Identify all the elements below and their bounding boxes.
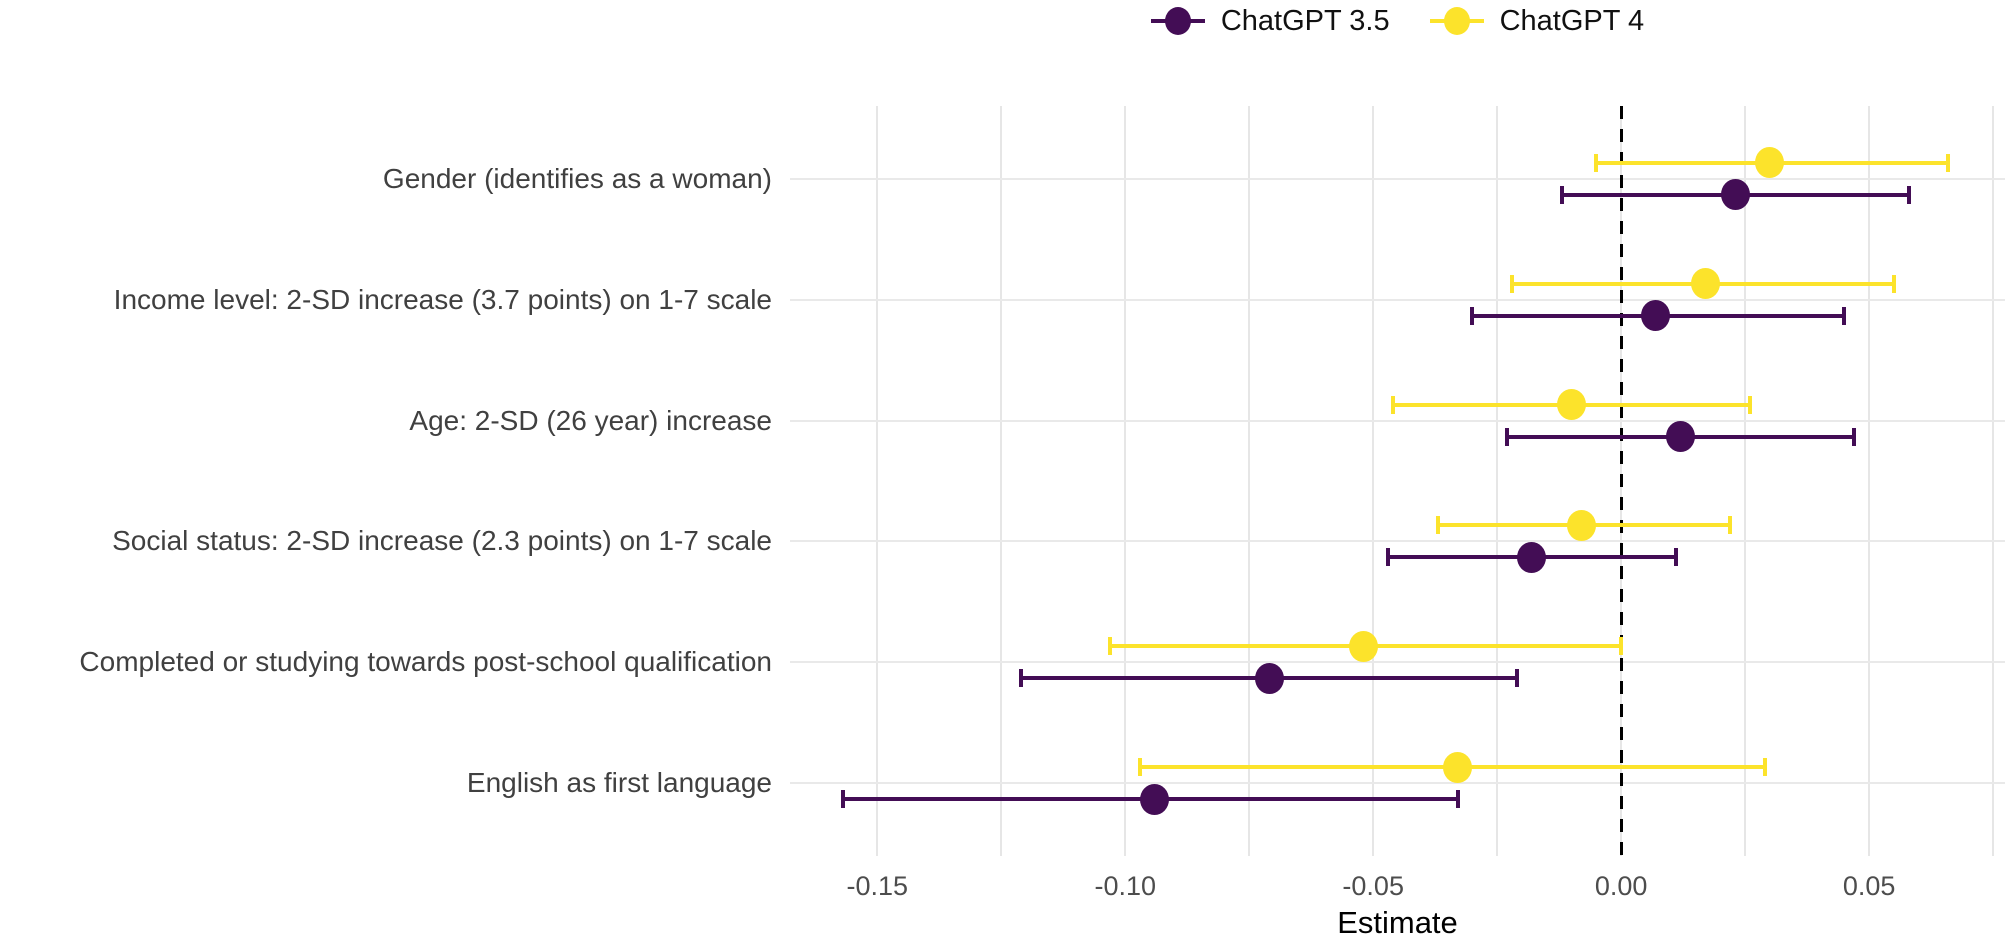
confidence-interval-cap [1728, 516, 1733, 535]
vertical-gridline [1496, 106, 1499, 856]
confidence-interval-cap [1748, 395, 1753, 414]
confidence-interval-cap [1619, 637, 1624, 656]
x-tick-label: 0.05 [1842, 871, 1896, 901]
legend-key-dot [1443, 7, 1470, 35]
horizontal-gridline [790, 782, 2005, 785]
category-label: Social status: 2-SD increase (2.3 points… [112, 525, 772, 557]
legend-label: ChatGPT 4 [1499, 4, 1645, 37]
horizontal-gridline [790, 419, 2005, 422]
legend-item-chatgpt-4: ChatGPT 4 [1429, 4, 1645, 38]
category-label: Completed or studying towards post-schoo… [79, 646, 772, 678]
vertical-gridline [1124, 106, 1127, 856]
confidence-interval-cap [1559, 185, 1564, 204]
point-estimate-marker [1641, 300, 1671, 332]
legend-label: ChatGPT 3.5 [1220, 4, 1390, 37]
zero-reference-line [1619, 106, 1623, 862]
x-tick-label: -0.15 [846, 871, 909, 901]
vertical-gridline [1372, 106, 1375, 856]
horizontal-gridline [790, 540, 2005, 543]
confidence-interval-cap [1455, 790, 1460, 809]
confidence-interval-cap [1673, 548, 1678, 567]
confidence-interval-cap [1852, 427, 1857, 446]
category-label: English as first language [466, 767, 772, 799]
legend-item-chatgpt-3-5: ChatGPT 3.5 [1150, 4, 1390, 38]
confidence-interval-cap [1594, 153, 1599, 172]
x-axis-title: Estimate [1337, 905, 1458, 940]
point-estimate-marker [1755, 147, 1785, 179]
point-estimate-marker [1517, 541, 1547, 573]
x-tick-label: -0.05 [1342, 871, 1404, 901]
x-tick-label: -0.10 [1094, 871, 1157, 901]
horizontal-gridline [790, 661, 2005, 664]
vertical-gridline [1868, 106, 1871, 856]
confidence-interval-cap [1515, 669, 1520, 688]
legend: ChatGPT 3.5 ChatGPT 4 [790, 0, 2005, 42]
category-label: Gender (identifies as a woman) [382, 162, 772, 194]
horizontal-gridline [790, 177, 2005, 180]
horizontal-gridline [790, 298, 2005, 301]
confidence-interval-cap [1108, 637, 1113, 656]
confidence-interval-cap [1510, 274, 1515, 293]
confidence-interval-cap [1842, 306, 1847, 325]
category-label: Age: 2-SD (26 year) increase [409, 404, 772, 436]
point-estimate-marker [1348, 630, 1378, 662]
errorbar-point-key-icon [1429, 4, 1484, 38]
y-axis-category-labels: Gender (identifies as a woman) Income lev… [0, 106, 772, 856]
confidence-interval-cap [1762, 758, 1767, 777]
vertical-gridline [1744, 106, 1747, 856]
confidence-interval-cap [1470, 306, 1475, 325]
point-estimate-marker [1557, 389, 1587, 421]
confidence-interval-cap [1391, 395, 1396, 414]
plot-panel [790, 106, 2005, 862]
confidence-interval-cap [1435, 516, 1440, 535]
confidence-interval-cap [840, 790, 845, 809]
errorbar-point-key-icon [1150, 4, 1205, 38]
point-estimate-marker [1690, 268, 1720, 300]
vertical-gridline [1248, 106, 1251, 856]
confidence-interval-cap [1505, 427, 1510, 446]
point-estimate-marker [1443, 751, 1472, 783]
confidence-interval-cap [1138, 758, 1143, 777]
vertical-gridline [1000, 106, 1003, 856]
confidence-interval-cap [1906, 185, 1911, 204]
confidence-interval-cap [1946, 153, 1951, 172]
point-estimate-marker [1254, 662, 1284, 694]
point-estimate-marker [1720, 179, 1750, 211]
vertical-gridline [1992, 106, 1995, 856]
confidence-interval-cap [1386, 548, 1391, 567]
point-estimate-marker [1140, 783, 1170, 815]
point-estimate-marker [1566, 509, 1596, 541]
vertical-gridline [876, 106, 879, 856]
x-tick-label: 0.00 [1594, 871, 1648, 901]
legend-key-dot [1164, 7, 1191, 35]
confidence-interval-cap [1891, 274, 1896, 293]
point-estimate-marker [1666, 421, 1696, 453]
confidence-interval-cap [1019, 669, 1024, 688]
category-label: Income level: 2-SD increase (3.7 points)… [113, 283, 772, 315]
